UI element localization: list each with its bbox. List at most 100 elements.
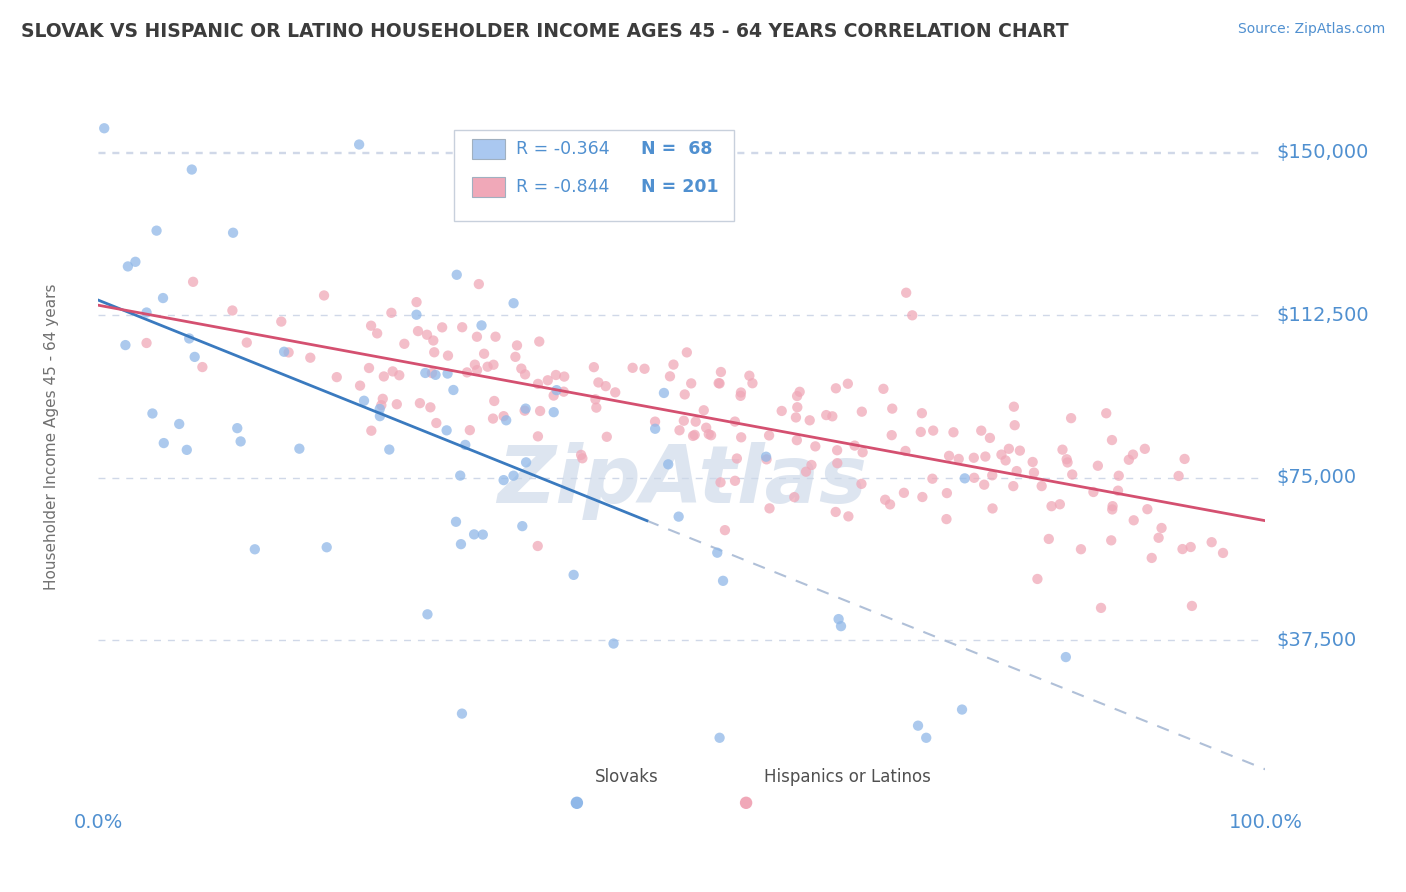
Point: [1181, 599, 1204, 613]
Point: [381, 364, 404, 378]
Text: Slovaks: Slovaks: [595, 768, 658, 786]
Point: [735, 796, 758, 810]
Point: [1040, 499, 1063, 513]
Point: [537, 373, 560, 387]
Point: [676, 345, 699, 359]
Point: [758, 501, 780, 516]
Point: [697, 427, 720, 442]
Point: [1004, 418, 1026, 433]
FancyBboxPatch shape: [472, 138, 505, 159]
Point: [152, 291, 174, 305]
Point: [644, 422, 666, 436]
Point: [1180, 540, 1202, 554]
Point: [422, 334, 444, 348]
Point: [907, 719, 929, 733]
Point: [948, 451, 970, 466]
Point: [804, 439, 827, 453]
Point: [368, 409, 391, 424]
Point: [471, 527, 494, 541]
Point: [830, 619, 852, 633]
Point: [482, 411, 505, 425]
Point: [229, 434, 252, 449]
Point: [468, 277, 491, 291]
Point: [1070, 542, 1092, 557]
Point: [837, 376, 859, 391]
Point: [730, 430, 752, 444]
Point: [406, 324, 429, 338]
Point: [135, 305, 157, 319]
Point: [152, 436, 174, 450]
Point: [950, 702, 973, 716]
Point: [673, 387, 696, 401]
Point: [299, 351, 322, 365]
Point: [464, 358, 486, 372]
Point: [465, 330, 488, 344]
Point: [714, 523, 737, 537]
Point: [1005, 464, 1028, 478]
Point: [1212, 546, 1234, 560]
Point: [436, 423, 458, 437]
Point: [994, 453, 1017, 467]
Point: [1056, 455, 1078, 469]
Point: [963, 450, 986, 465]
Point: [981, 468, 1004, 483]
Point: [709, 475, 731, 490]
Point: [724, 415, 747, 429]
Point: [585, 401, 607, 415]
Point: [770, 404, 793, 418]
Point: [436, 367, 458, 381]
Text: Householder Income Ages 45 - 64 years: Householder Income Ages 45 - 64 years: [44, 284, 59, 591]
Point: [180, 162, 202, 177]
Point: [449, 468, 471, 483]
Point: [709, 376, 731, 391]
Point: [1201, 535, 1223, 549]
Point: [695, 420, 717, 434]
Point: [725, 451, 748, 466]
Point: [915, 731, 938, 745]
Point: [510, 361, 533, 376]
Point: [425, 368, 447, 382]
Point: [1056, 452, 1078, 467]
Point: [851, 405, 873, 419]
Point: [710, 365, 733, 379]
Point: [1167, 469, 1189, 483]
Point: [413, 366, 436, 380]
Point: [738, 368, 761, 383]
Point: [370, 398, 392, 412]
Point: [799, 413, 821, 427]
Text: $150,000: $150,000: [1277, 143, 1369, 162]
Point: [93, 121, 115, 136]
Point: [724, 474, 747, 488]
Point: [896, 285, 918, 300]
Point: [633, 361, 655, 376]
Point: [1122, 513, 1144, 527]
Point: [758, 428, 780, 442]
Point: [1140, 550, 1163, 565]
Point: [565, 796, 588, 810]
Point: [894, 444, 917, 458]
Point: [484, 329, 506, 343]
Point: [179, 331, 201, 345]
Point: [1147, 531, 1170, 545]
Point: [938, 449, 960, 463]
Point: [463, 527, 485, 541]
Point: [326, 370, 349, 384]
Point: [1083, 485, 1105, 500]
Text: R = -0.844: R = -0.844: [516, 178, 610, 196]
Point: [546, 383, 568, 397]
Point: [659, 369, 682, 384]
Text: $112,500: $112,500: [1277, 306, 1369, 325]
Point: [277, 345, 299, 359]
Point: [371, 392, 394, 406]
Point: [682, 429, 704, 443]
Point: [879, 497, 901, 511]
Point: [588, 376, 610, 390]
Point: [786, 401, 808, 415]
Point: [963, 471, 986, 485]
Point: [875, 492, 897, 507]
Point: [273, 344, 295, 359]
Point: [1031, 479, 1053, 493]
Point: [837, 509, 859, 524]
Point: [953, 471, 976, 485]
Point: [662, 358, 685, 372]
